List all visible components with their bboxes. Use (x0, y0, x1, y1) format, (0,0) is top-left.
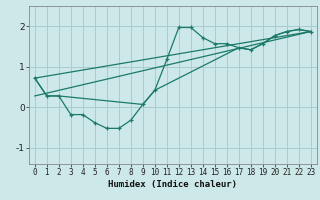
X-axis label: Humidex (Indice chaleur): Humidex (Indice chaleur) (108, 180, 237, 189)
